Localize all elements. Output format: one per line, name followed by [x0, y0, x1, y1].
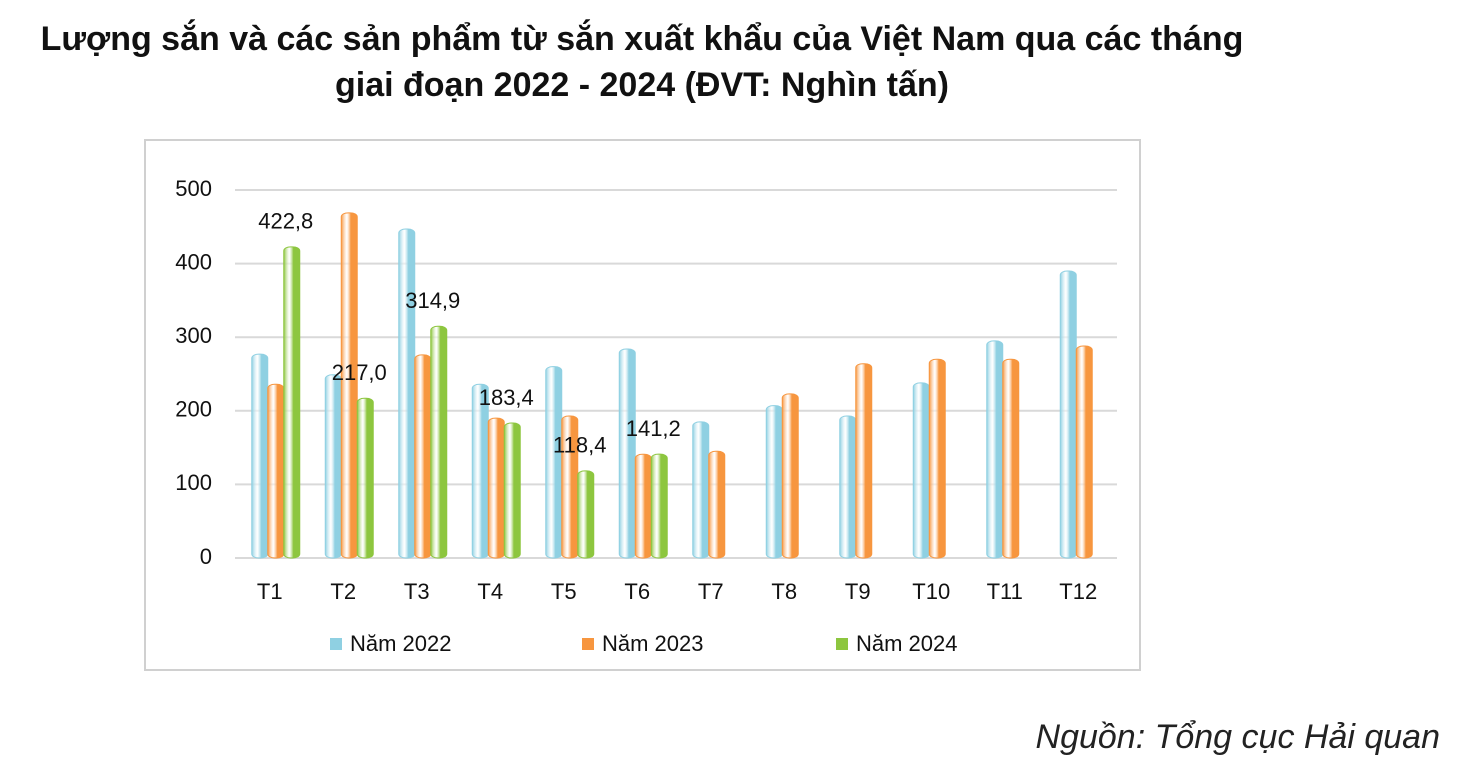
bar	[283, 246, 301, 559]
data-label: 314,9	[405, 288, 460, 313]
chart-frame	[144, 139, 1141, 671]
bar	[1002, 358, 1020, 559]
bar	[577, 470, 595, 559]
legend-swatch	[582, 638, 594, 650]
legend-swatch	[330, 638, 342, 650]
bar	[855, 363, 873, 559]
x-tick-label: T3	[404, 579, 430, 604]
bar	[545, 366, 563, 559]
x-tick-label: T9	[845, 579, 871, 604]
y-tick-label: 300	[175, 323, 212, 348]
data-label: 141,2	[626, 416, 681, 441]
legend-label: Năm 2023	[602, 631, 704, 656]
bar	[251, 353, 269, 559]
x-tick-label: T11	[987, 579, 1023, 604]
bar	[839, 415, 857, 559]
y-tick-label: 0	[200, 544, 212, 569]
bar	[765, 405, 783, 559]
bar	[324, 374, 342, 559]
y-tick-label: 400	[175, 249, 212, 274]
data-label: 183,4	[479, 385, 534, 410]
bar	[986, 340, 1004, 559]
y-tick-label: 100	[175, 470, 212, 495]
x-tick-label: T2	[330, 579, 356, 604]
x-tick-label: T6	[624, 579, 650, 604]
bar	[430, 325, 448, 559]
data-label: 118,4	[553, 433, 606, 458]
bar	[928, 358, 946, 559]
bar	[471, 383, 489, 559]
data-label: 422,8	[258, 209, 313, 234]
bar	[912, 382, 930, 559]
legend-label: Năm 2024	[856, 631, 958, 656]
x-tick-label: T8	[771, 579, 797, 604]
bar	[650, 453, 668, 559]
x-tick-label: T7	[698, 579, 724, 604]
bar	[414, 354, 432, 559]
bar	[1075, 345, 1093, 559]
x-tick-label: T4	[477, 579, 503, 604]
bar	[503, 422, 521, 559]
bar	[356, 397, 374, 559]
legend-label: Năm 2022	[350, 631, 452, 656]
bar	[487, 417, 505, 559]
bar	[267, 383, 285, 559]
bar	[692, 421, 710, 559]
bar	[1059, 270, 1077, 559]
chart-title: Lượng sắn và các sản phẩm từ sắn xuất kh…	[40, 20, 1244, 104]
bar	[340, 212, 358, 559]
data-label: 217,0	[332, 360, 387, 385]
x-tick-label: T12	[1059, 579, 1097, 604]
bar	[634, 453, 652, 559]
bar	[708, 450, 726, 559]
x-tick-label: T1	[257, 579, 283, 604]
y-tick-label: 200	[175, 397, 212, 422]
legend-swatch	[836, 638, 848, 650]
bar	[618, 348, 636, 559]
x-tick-label: T10	[912, 579, 950, 604]
y-tick-label: 500	[175, 176, 212, 201]
source: Nguồn: Tổng cục Hải quan	[1035, 718, 1440, 756]
bar	[398, 228, 416, 559]
x-tick-label: T5	[551, 579, 577, 604]
bar	[781, 393, 799, 559]
